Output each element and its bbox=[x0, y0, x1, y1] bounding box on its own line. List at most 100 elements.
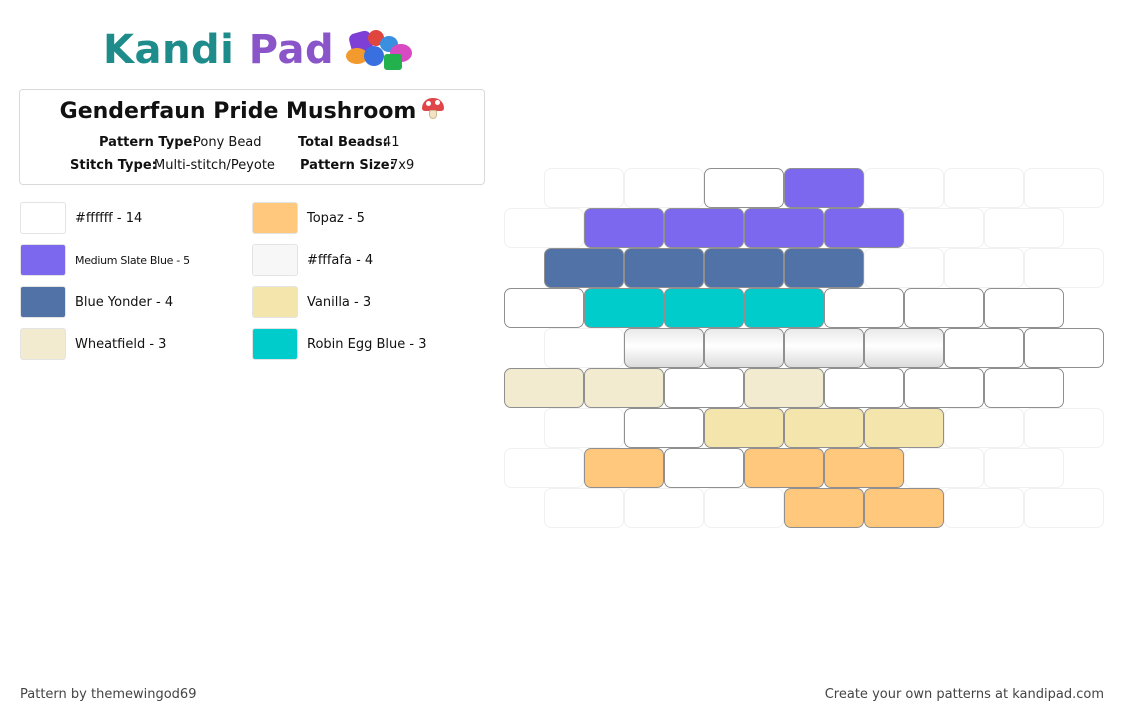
pattern-type-value: Pony Bead bbox=[193, 135, 262, 150]
bead[interactable] bbox=[864, 328, 944, 368]
bead[interactable] bbox=[904, 288, 984, 328]
legend-item[interactable]: Robin Egg Blue - 3 bbox=[252, 328, 426, 360]
bead[interactable] bbox=[664, 368, 744, 408]
bead[interactable] bbox=[584, 448, 664, 488]
bead[interactable] bbox=[1024, 328, 1104, 368]
legend-label: #fffafa - 4 bbox=[307, 252, 374, 268]
bead[interactable] bbox=[544, 248, 624, 288]
legend-label: Topaz - 5 bbox=[307, 210, 365, 226]
bead[interactable] bbox=[744, 448, 824, 488]
legend-item[interactable]: #fffafa - 4 bbox=[252, 244, 373, 276]
legend-item[interactable]: Blue Yonder - 4 bbox=[20, 286, 173, 318]
legend-label: Vanilla - 3 bbox=[307, 294, 372, 310]
legend-item[interactable]: Medium Slate Blue - 5 bbox=[20, 244, 190, 276]
bead[interactable] bbox=[504, 288, 584, 328]
bead[interactable] bbox=[664, 288, 744, 328]
empty-bead-slot bbox=[704, 488, 784, 528]
bead[interactable] bbox=[664, 448, 744, 488]
pattern-title: Genderfaun Pride Mushroom bbox=[59, 99, 417, 124]
empty-bead-slot bbox=[984, 208, 1064, 248]
legend-item[interactable]: Wheatfield - 3 bbox=[20, 328, 166, 360]
bead[interactable] bbox=[784, 408, 864, 448]
bead[interactable] bbox=[624, 408, 704, 448]
legend-swatch bbox=[20, 328, 66, 360]
empty-bead-slot bbox=[864, 168, 944, 208]
legend-swatch bbox=[20, 286, 66, 318]
bead[interactable] bbox=[824, 368, 904, 408]
pattern-credit: Pattern by themewingod69 bbox=[20, 687, 197, 702]
empty-bead-slot bbox=[944, 168, 1024, 208]
empty-bead-slot bbox=[624, 488, 704, 528]
empty-bead-slot bbox=[904, 448, 984, 488]
bead[interactable] bbox=[904, 368, 984, 408]
bead[interactable] bbox=[864, 408, 944, 448]
empty-bead-slot bbox=[944, 488, 1024, 528]
bead[interactable] bbox=[984, 288, 1064, 328]
empty-bead-slot bbox=[544, 488, 624, 528]
legend-swatch bbox=[20, 202, 66, 234]
bead[interactable] bbox=[984, 368, 1064, 408]
total-beads-value: 41 bbox=[383, 135, 400, 150]
bead[interactable] bbox=[704, 408, 784, 448]
pattern-size-value: 7x9 bbox=[390, 158, 415, 173]
mushroom-icon bbox=[422, 98, 445, 120]
empty-bead-slot bbox=[504, 208, 584, 248]
legend-label: Wheatfield - 3 bbox=[75, 336, 167, 352]
legend-swatch bbox=[252, 328, 298, 360]
empty-bead-slot bbox=[624, 168, 704, 208]
legend-swatch bbox=[252, 286, 298, 318]
bead[interactable] bbox=[824, 288, 904, 328]
empty-bead-slot bbox=[544, 168, 624, 208]
pattern-size-label: Pattern Size: bbox=[300, 158, 395, 173]
bead[interactable] bbox=[584, 208, 664, 248]
stitch-type-label: Stitch Type: bbox=[70, 158, 157, 173]
bead[interactable] bbox=[744, 288, 824, 328]
bead[interactable] bbox=[584, 368, 664, 408]
bead[interactable] bbox=[864, 488, 944, 528]
bead[interactable] bbox=[784, 488, 864, 528]
empty-bead-slot bbox=[944, 408, 1024, 448]
legend-item[interactable]: Vanilla - 3 bbox=[252, 286, 371, 318]
bead[interactable] bbox=[584, 288, 664, 328]
bead[interactable] bbox=[624, 328, 704, 368]
logo-word-kandi: Kandi bbox=[103, 27, 235, 73]
empty-bead-slot bbox=[864, 248, 944, 288]
pattern-type-label: Pattern Type: bbox=[99, 135, 198, 150]
bead[interactable] bbox=[824, 208, 904, 248]
empty-bead-slot bbox=[544, 328, 624, 368]
legend-swatch bbox=[252, 202, 298, 234]
empty-bead-slot bbox=[984, 448, 1064, 488]
bead[interactable] bbox=[624, 248, 704, 288]
stitch-type-value: Multi-stitch/Peyote bbox=[154, 158, 275, 173]
empty-bead-slot bbox=[1024, 488, 1104, 528]
bead[interactable] bbox=[704, 168, 784, 208]
legend-label: #ffffff - 14 bbox=[75, 210, 143, 226]
bead[interactable] bbox=[744, 368, 824, 408]
bead[interactable] bbox=[744, 208, 824, 248]
legend-swatch bbox=[252, 244, 298, 276]
bead[interactable] bbox=[784, 168, 864, 208]
bead[interactable] bbox=[784, 248, 864, 288]
bead[interactable] bbox=[704, 248, 784, 288]
legend-item[interactable]: #ffffff - 14 bbox=[20, 202, 142, 234]
bead[interactable] bbox=[664, 208, 744, 248]
kandi-pad-logo[interactable]: Kandi Pad bbox=[103, 26, 420, 74]
bead[interactable] bbox=[824, 448, 904, 488]
bead[interactable] bbox=[504, 368, 584, 408]
legend-item[interactable]: Topaz - 5 bbox=[252, 202, 365, 234]
empty-bead-slot bbox=[944, 248, 1024, 288]
logo-wordmark: Kandi Pad bbox=[103, 26, 334, 74]
bead[interactable] bbox=[704, 328, 784, 368]
kandipad-link[interactable]: Create your own patterns at kandipad.com bbox=[824, 687, 1104, 702]
legend-label: Blue Yonder - 4 bbox=[75, 294, 174, 310]
logo-word-pad: Pad bbox=[248, 27, 335, 73]
empty-bead-slot bbox=[904, 208, 984, 248]
bead[interactable] bbox=[784, 328, 864, 368]
total-beads-label: Total Beads: bbox=[298, 135, 388, 150]
bead-pile-icon bbox=[344, 26, 420, 74]
bead[interactable] bbox=[944, 328, 1024, 368]
legend-label: Robin Egg Blue - 3 bbox=[307, 336, 427, 352]
legend-swatch bbox=[20, 244, 66, 276]
legend-label: Medium Slate Blue - 5 bbox=[75, 253, 190, 267]
